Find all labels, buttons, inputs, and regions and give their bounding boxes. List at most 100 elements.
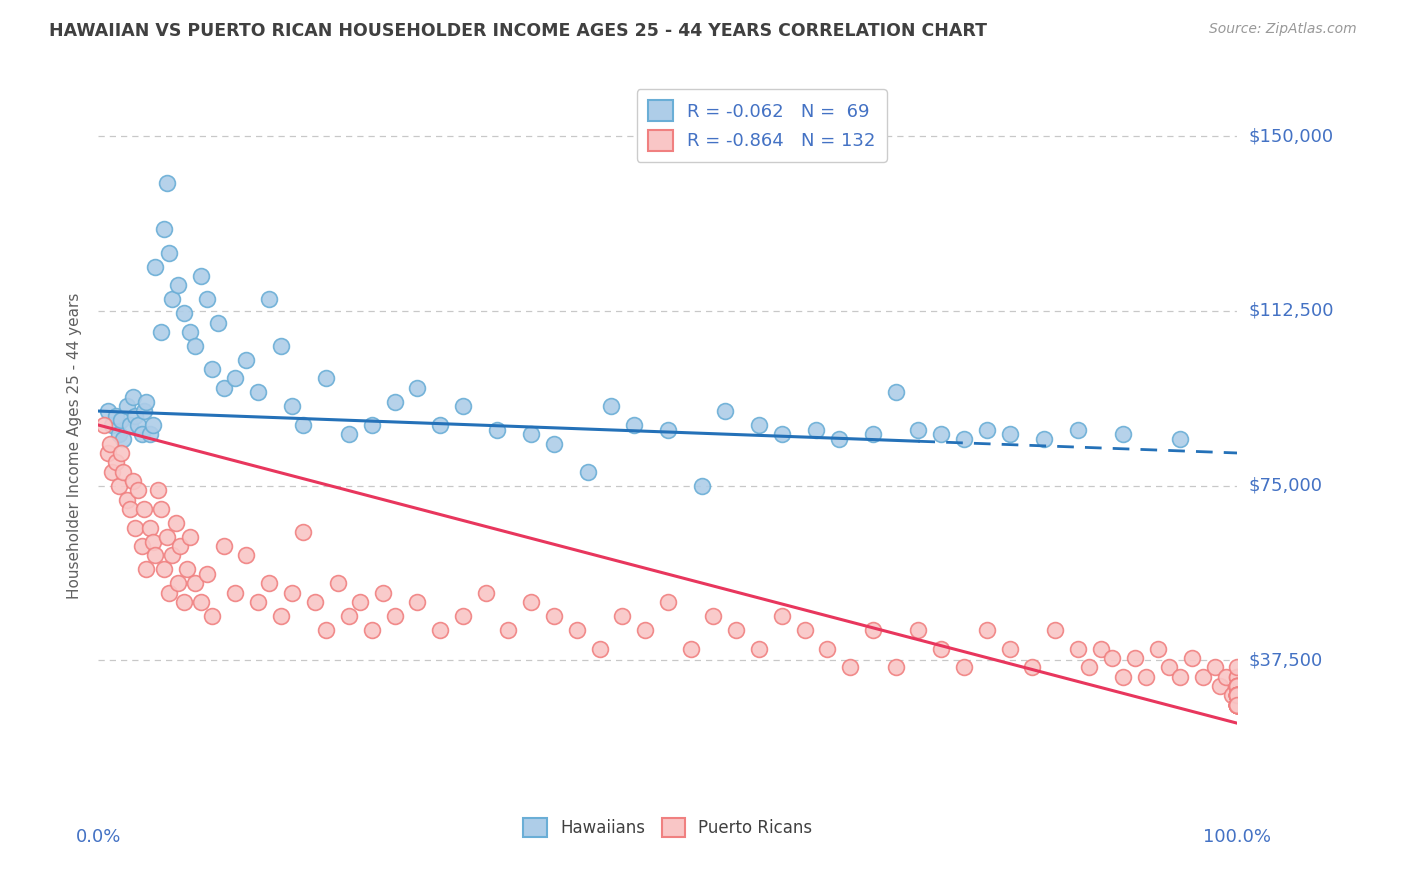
Point	[112, 432, 135, 446]
Point	[1226, 698, 1249, 712]
Point	[1226, 698, 1249, 712]
Point	[486, 423, 509, 437]
Point	[1226, 679, 1249, 693]
Point	[1226, 679, 1249, 693]
Point	[748, 641, 770, 656]
Point	[690, 478, 713, 492]
Point	[131, 539, 153, 553]
Point	[1226, 698, 1249, 712]
Point	[1220, 688, 1243, 702]
Point	[1067, 641, 1090, 656]
Point	[157, 586, 180, 600]
Point	[138, 520, 160, 534]
Point	[135, 562, 157, 576]
Text: $112,500: $112,500	[1249, 301, 1334, 320]
Point	[976, 423, 998, 437]
Point	[839, 660, 862, 674]
Point	[224, 586, 246, 600]
Point	[281, 586, 304, 600]
Point	[101, 465, 124, 479]
Point	[1226, 688, 1249, 702]
Point	[184, 576, 207, 591]
Point	[998, 427, 1021, 442]
Point	[120, 417, 142, 432]
Point	[1226, 698, 1249, 712]
Point	[565, 623, 588, 637]
Point	[1032, 432, 1054, 446]
Point	[162, 292, 184, 306]
Point	[349, 595, 371, 609]
Point	[714, 404, 737, 418]
Point	[150, 325, 173, 339]
Point	[451, 609, 474, 624]
Point	[190, 595, 212, 609]
Point	[235, 352, 257, 367]
Point	[1226, 679, 1249, 693]
Point	[1112, 427, 1135, 442]
Point	[360, 623, 382, 637]
Point	[1226, 688, 1249, 702]
Point	[406, 381, 429, 395]
Point	[406, 595, 429, 609]
Y-axis label: Householder Income Ages 25 - 44 years: Householder Income Ages 25 - 44 years	[66, 293, 82, 599]
Point	[929, 641, 952, 656]
Point	[124, 409, 146, 423]
Point	[976, 623, 998, 637]
Point	[270, 339, 292, 353]
Point	[1123, 651, 1146, 665]
Point	[270, 609, 292, 624]
Point	[1226, 688, 1249, 702]
Point	[1226, 679, 1249, 693]
Point	[1226, 679, 1249, 693]
Point	[110, 413, 132, 427]
Point	[121, 390, 143, 404]
Point	[1112, 670, 1135, 684]
Text: Source: ZipAtlas.com: Source: ZipAtlas.com	[1209, 22, 1357, 37]
Point	[173, 595, 195, 609]
Point	[1226, 688, 1249, 702]
Point	[474, 586, 496, 600]
Point	[828, 432, 851, 446]
Point	[112, 465, 135, 479]
Point	[184, 339, 207, 353]
Point	[1226, 670, 1249, 684]
Point	[1078, 660, 1101, 674]
Point	[1226, 679, 1249, 693]
Point	[498, 623, 520, 637]
Point	[1226, 688, 1249, 702]
Point	[1067, 423, 1090, 437]
Point	[1226, 688, 1249, 702]
Point	[360, 417, 382, 432]
Point	[176, 562, 198, 576]
Point	[1043, 623, 1066, 637]
Point	[1157, 660, 1180, 674]
Point	[179, 530, 201, 544]
Point	[124, 520, 146, 534]
Point	[1146, 641, 1168, 656]
Point	[929, 427, 952, 442]
Point	[337, 427, 360, 442]
Point	[127, 483, 149, 498]
Point	[121, 474, 143, 488]
Point	[1226, 698, 1249, 712]
Point	[634, 623, 657, 637]
Point	[108, 478, 131, 492]
Point	[657, 423, 679, 437]
Point	[207, 316, 229, 330]
Point	[145, 549, 167, 563]
Point	[384, 609, 406, 624]
Point	[1226, 688, 1249, 702]
Point	[429, 623, 451, 637]
Point	[146, 483, 169, 498]
Point	[212, 539, 235, 553]
Point	[1209, 679, 1232, 693]
Point	[725, 623, 748, 637]
Point	[1226, 698, 1249, 712]
Point	[1226, 660, 1249, 674]
Point	[326, 576, 349, 591]
Point	[337, 609, 360, 624]
Point	[1226, 688, 1249, 702]
Point	[543, 436, 565, 450]
Point	[145, 260, 167, 274]
Point	[246, 385, 269, 400]
